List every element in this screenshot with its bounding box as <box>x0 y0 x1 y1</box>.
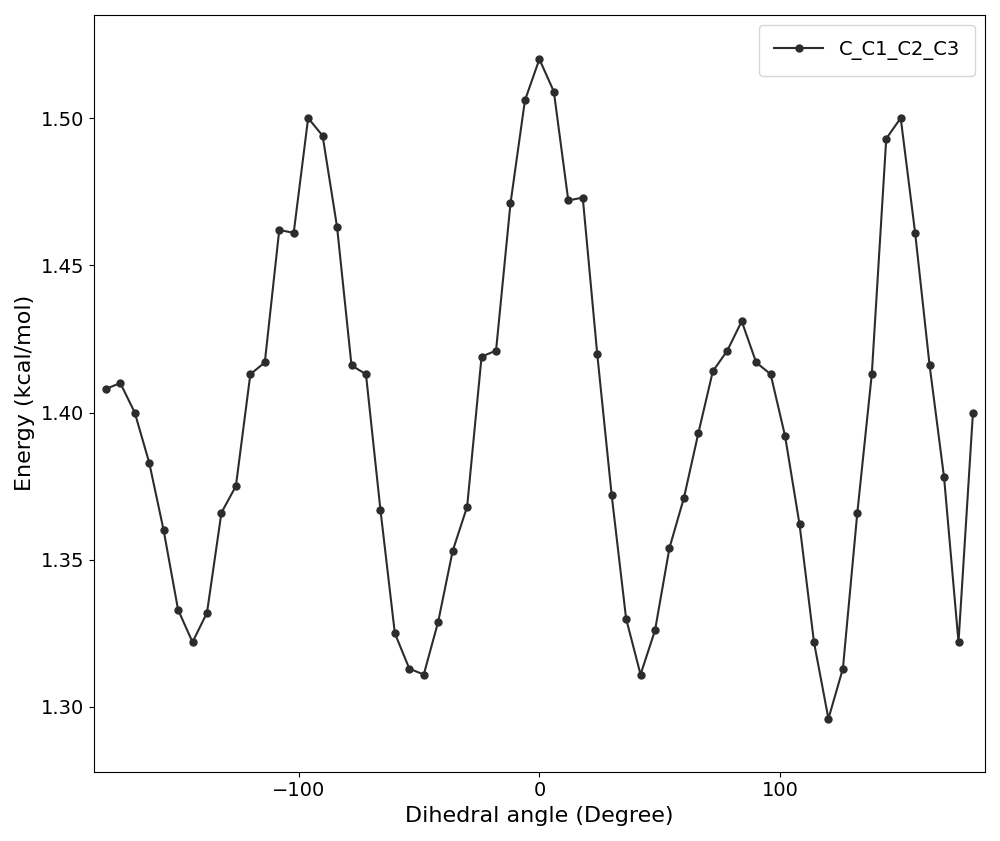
C_C1_C2_C3 <box>880 134 892 144</box>
C_C1_C2_C3 <box>302 113 314 123</box>
C_C1_C2_C3 <box>533 54 545 64</box>
C_C1_C2_C3 <box>967 407 979 417</box>
C_C1_C2_C3 <box>577 193 589 203</box>
C_C1_C2_C3 <box>403 664 415 674</box>
C_C1_C2_C3 <box>822 714 834 724</box>
Line: C_C1_C2_C3: C_C1_C2_C3 <box>102 56 976 722</box>
Y-axis label: Energy (kcal/mol): Energy (kcal/mol) <box>15 295 35 491</box>
C_C1_C2_C3 <box>635 669 647 680</box>
Legend: C_C1_C2_C3: C_C1_C2_C3 <box>759 24 975 76</box>
X-axis label: Dihedral angle (Degree): Dihedral angle (Degree) <box>405 806 674 826</box>
C_C1_C2_C3 <box>100 383 112 394</box>
C_C1_C2_C3 <box>273 225 285 235</box>
